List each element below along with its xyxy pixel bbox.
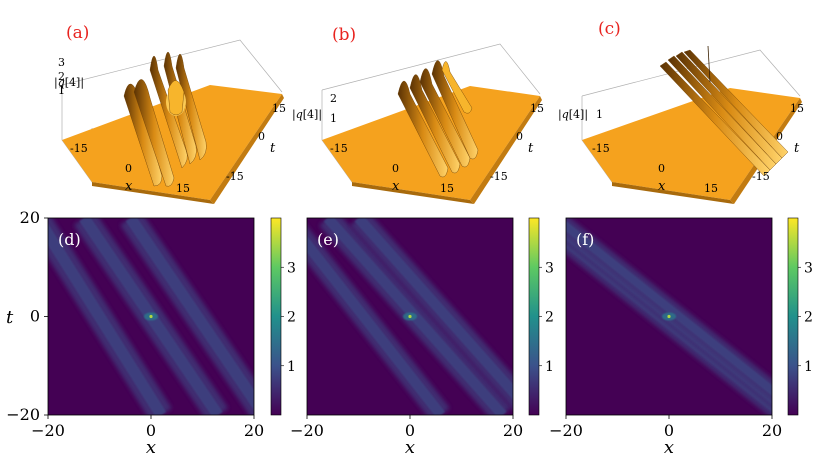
- xtick-a-15: 15: [176, 182, 190, 195]
- y-tick-label: 0: [30, 307, 40, 326]
- soliton-stripe: [48, 223, 167, 415]
- xtick-a-m15: -15: [70, 142, 88, 155]
- soliton-ridges-a: [123, 51, 207, 187]
- panel-label-d: (d): [58, 230, 81, 249]
- colorbar-tick-label: 1: [804, 359, 813, 375]
- soliton-ridges-c: [659, 45, 789, 177]
- ztick-a-1: 1: [58, 84, 65, 97]
- soliton-stripe: [354, 218, 513, 400]
- panel-label-c: (c): [598, 19, 621, 39]
- ztick-b-1: 1: [330, 112, 337, 125]
- tlabel-c: t: [794, 141, 800, 156]
- collision-peak: [149, 314, 153, 319]
- surface-plot-b: (b) |q[4]| 2 1 -15 0 15 x 15 0: [292, 25, 544, 204]
- x-tick-label: 20: [503, 421, 523, 440]
- x-tick-label: 0: [146, 421, 156, 440]
- xtick-b-m15: -15: [330, 142, 348, 155]
- surface-plot-c: (c) |q[4]| 1 -15 0 15 x 15 0 -15: [558, 19, 804, 204]
- x-tick-label: 20: [244, 421, 264, 440]
- x-axis-label: x: [405, 437, 415, 457]
- xlabel-c: x: [658, 179, 666, 194]
- colorbar-tick-label: 3: [804, 260, 813, 276]
- colorbar: [528, 217, 540, 416]
- collision-peak: [408, 314, 412, 319]
- colorbar-tick-label: 3: [287, 260, 296, 276]
- ttick-b-15: 15: [530, 102, 544, 115]
- x-axis-label: x: [664, 437, 674, 457]
- ztick-a-2: 2: [58, 70, 65, 83]
- surface-plots-row: (a) |q[4]| 3 2 1: [54, 19, 804, 204]
- panel-label-b: (b): [332, 25, 356, 45]
- heatmap-e: −20 0 20 x 1 2 3: [290, 217, 554, 457]
- colorbar: [787, 217, 799, 416]
- ttick-c-15: 15: [790, 102, 804, 115]
- tlabel-a: t: [270, 141, 276, 156]
- ttick-b-m15: -15: [490, 170, 508, 183]
- ttick-b-0: 0: [516, 130, 523, 143]
- x-tick-label: 0: [405, 421, 415, 440]
- x-tick-label: −20: [31, 421, 65, 440]
- ttick-a-0: 0: [258, 130, 265, 143]
- x-tick-label: −20: [290, 421, 324, 440]
- xlabel-b: x: [392, 179, 400, 194]
- ttick-c-m15: -15: [752, 170, 770, 183]
- xtick-b-15: 15: [440, 182, 454, 195]
- colorbar-tick-label: 2: [545, 310, 554, 326]
- panel-label-a: (a): [66, 23, 89, 43]
- xlabel-a: x: [125, 179, 133, 194]
- ztick-c-1: 1: [596, 108, 603, 121]
- soliton-ridges-b: [397, 60, 479, 178]
- soliton-stripe: [566, 220, 772, 396]
- colorbar-tick-label: 1: [545, 359, 554, 375]
- xtick-b-0: 0: [392, 162, 399, 175]
- colorbar-tick-label: 2: [804, 310, 813, 326]
- ttick-a-15: 15: [272, 102, 286, 115]
- xtick-c-15: 15: [704, 182, 718, 195]
- tlabel-b: t: [528, 141, 534, 156]
- zlabel-a: |q[4]|: [54, 76, 84, 90]
- collision-peak: [667, 314, 671, 319]
- panel-label-e: (e): [317, 230, 339, 249]
- heatmap-row: −20 0 20 x 20 0 −20 1 2 3 −20 0 20 x 1 2 3 −20 0 20 x 1 2 3 (…: [6, 208, 813, 457]
- zlabel-c: |q[4]|: [558, 108, 588, 122]
- x-tick-label: 0: [664, 421, 674, 440]
- ztick-b-2: 2: [330, 92, 337, 105]
- x-axis-label: x: [146, 437, 156, 457]
- colorbar-tick-label: 2: [287, 310, 296, 326]
- colorbar-tick-label: 3: [545, 260, 554, 276]
- soliton-stripe: [125, 218, 254, 410]
- ylabel-d: t: [6, 307, 14, 328]
- ttick-a-m15: -15: [226, 170, 244, 183]
- heatmap-f: −20 0 20 x 1 2 3: [549, 217, 813, 457]
- panel-label-f: (f): [576, 230, 594, 249]
- ztick-a-3: 3: [58, 56, 65, 69]
- ttick-c-0: 0: [776, 130, 783, 143]
- xtick-c-0: 0: [658, 162, 665, 175]
- xtick-a-0: 0: [125, 162, 132, 175]
- x-tick-label: −20: [549, 421, 583, 440]
- heatmap-d: −20 0 20 x 20 0 −20 1 2 3: [6, 208, 296, 457]
- zlabel-b: |q[4]|: [292, 108, 322, 122]
- soliton-stripe: [307, 235, 445, 415]
- colorbar: [270, 217, 282, 416]
- y-tick-label: −20: [6, 405, 40, 424]
- surface-floor-a: [62, 85, 282, 200]
- colorbar-tick-label: 1: [287, 359, 296, 375]
- y-tick-label: 20: [20, 208, 40, 227]
- surface-plot-a: (a) |q[4]| 3 2 1: [54, 23, 286, 204]
- x-tick-label: 20: [762, 421, 782, 440]
- xtick-c-m15: -15: [592, 142, 610, 155]
